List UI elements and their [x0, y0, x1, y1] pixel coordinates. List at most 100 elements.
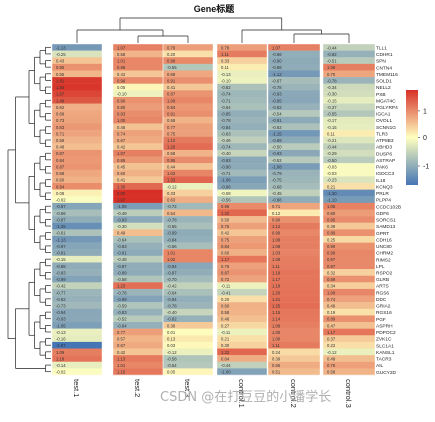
- row-label: PXB: [376, 92, 386, 98]
- cell-value-label: 0.97: [327, 257, 336, 262]
- row-label: CDH16: [376, 237, 392, 243]
- heatmap-cell: [323, 90, 375, 98]
- cell-value-label: 0.01: [167, 330, 176, 335]
- heatmap-cell: [268, 288, 320, 296]
- heatmap-cell: [163, 355, 213, 362]
- cell-value-label: -0.65: [167, 224, 177, 229]
- heatmap-cell: [217, 50, 267, 58]
- cell-value-label: -0.73: [56, 304, 66, 309]
- heatmap-cell: [113, 57, 163, 65]
- heatmap-cell: [217, 275, 267, 283]
- cell-value-label: -0.51: [327, 59, 337, 64]
- cell-value-label: 0.65: [272, 363, 281, 368]
- cell-value-label: 1.13: [117, 356, 126, 361]
- heatmap-cell: [217, 57, 267, 65]
- cell-value-label: 1.97: [117, 198, 126, 203]
- heatmap-cell: [52, 163, 102, 170]
- cell-value-label: 0.71: [56, 131, 65, 136]
- heatmap-cell: [217, 110, 267, 118]
- heatmap-cell: [52, 96, 102, 104]
- cell-value-label: -0.49: [117, 211, 127, 216]
- row-dendrogram: [7, 46, 51, 373]
- legend-tick-label: 1: [423, 108, 427, 115]
- cell-value-label: 1.32: [221, 350, 230, 355]
- row-label: ABHD3: [376, 145, 392, 151]
- cell-value-label: -0.78: [117, 290, 127, 295]
- cell-value-label: 0.05: [117, 85, 126, 90]
- cell-value-label: 1.17: [327, 330, 336, 335]
- heatmap-cell: [52, 282, 102, 290]
- cell-value-label: 0.67: [117, 138, 126, 143]
- cell-value-label: 0.46: [221, 317, 230, 322]
- cell-value-label: -0.30: [327, 92, 337, 97]
- row-label: RIMS2: [376, 257, 391, 263]
- heatmap-cell: [268, 202, 320, 210]
- row-label: GUCY2D: [376, 370, 397, 376]
- cell-value-label: -0.34: [327, 85, 337, 90]
- heatmap-cell: [52, 229, 102, 237]
- cell-value-label: 0.60: [56, 178, 65, 183]
- row-label: SOLD1: [376, 79, 392, 85]
- cell-value-label: -0.94: [56, 310, 66, 315]
- cell-value-label: 1.08: [272, 237, 281, 242]
- heatmap-cell: [323, 341, 375, 349]
- heatmap-cell: [323, 222, 375, 230]
- heatmap-cell: [52, 302, 102, 309]
- heatmap-cell: [52, 83, 102, 91]
- heatmap-cell: [52, 123, 102, 131]
- cell-value-label: -0.88: [272, 198, 282, 203]
- heatmap-cell: [52, 169, 102, 177]
- heatmap-cell: [52, 295, 102, 303]
- heatmap-cell: [268, 116, 320, 124]
- cell-value-label: -0.14: [56, 363, 66, 368]
- heatmap-cell: [163, 83, 213, 91]
- heatmap-cell: [323, 77, 375, 84]
- heatmap-cell: [163, 308, 213, 316]
- cell-value-label: -0.42: [167, 284, 177, 289]
- heatmap-cell: [268, 282, 320, 290]
- cell-value-label: 1.67: [56, 92, 65, 97]
- cell-value-label: -0.99: [56, 277, 66, 282]
- row-label: KANSL1: [376, 350, 395, 356]
- heatmap-cell: [217, 361, 267, 369]
- heatmap-cell: [113, 262, 163, 270]
- heatmap-cell: [163, 328, 213, 336]
- heatmap-cell: [323, 315, 375, 323]
- row-label: SORCS1: [376, 218, 396, 224]
- cell-value-label: 1.30: [117, 184, 126, 189]
- heatmap-cell: [113, 348, 163, 356]
- heatmap-cell: [52, 103, 102, 111]
- cell-value-label: 0.97: [327, 264, 336, 269]
- heatmap-cell: [113, 136, 163, 144]
- cell-value-label: -0.40: [167, 310, 177, 315]
- cell-value-label: 0.49: [327, 356, 336, 361]
- cell-value-label: 0.76: [221, 264, 230, 269]
- cell-value-label: -0.87: [117, 264, 127, 269]
- cell-value-label: -1.30: [327, 191, 337, 196]
- heatmap-cell: [268, 275, 320, 283]
- heatmap-cell: [268, 302, 320, 309]
- heatmap-cell: [268, 57, 320, 65]
- heatmap-cell: [323, 57, 375, 65]
- heatmap-cell: [113, 149, 163, 157]
- row-label: TMEM116: [376, 72, 398, 78]
- heatmap-cell: [163, 110, 213, 118]
- cell-value-label: -0.50: [327, 158, 337, 163]
- heatmap-cell: [217, 183, 267, 190]
- heatmap-cell: [323, 163, 375, 170]
- cell-value-label: -0.74: [221, 145, 231, 150]
- cell-value-label: 1.08: [272, 323, 281, 328]
- cell-value-label: -0.61: [56, 231, 66, 236]
- heatmap-cell: [323, 242, 375, 250]
- heatmap-cell: [217, 70, 267, 78]
- cell-value-label: 0.77: [167, 125, 176, 130]
- heatmap-cell: [163, 242, 213, 250]
- cell-value-label: 0.25: [327, 237, 336, 242]
- heatmap-cell: [217, 136, 267, 144]
- heatmap-cell: [163, 123, 213, 131]
- heatmap-cell: [268, 242, 320, 250]
- heatmap-cell: [113, 355, 163, 362]
- heatmap-cell: [217, 77, 267, 84]
- cell-value-label: 0.74: [117, 131, 126, 136]
- heatmap-cell: [268, 189, 320, 197]
